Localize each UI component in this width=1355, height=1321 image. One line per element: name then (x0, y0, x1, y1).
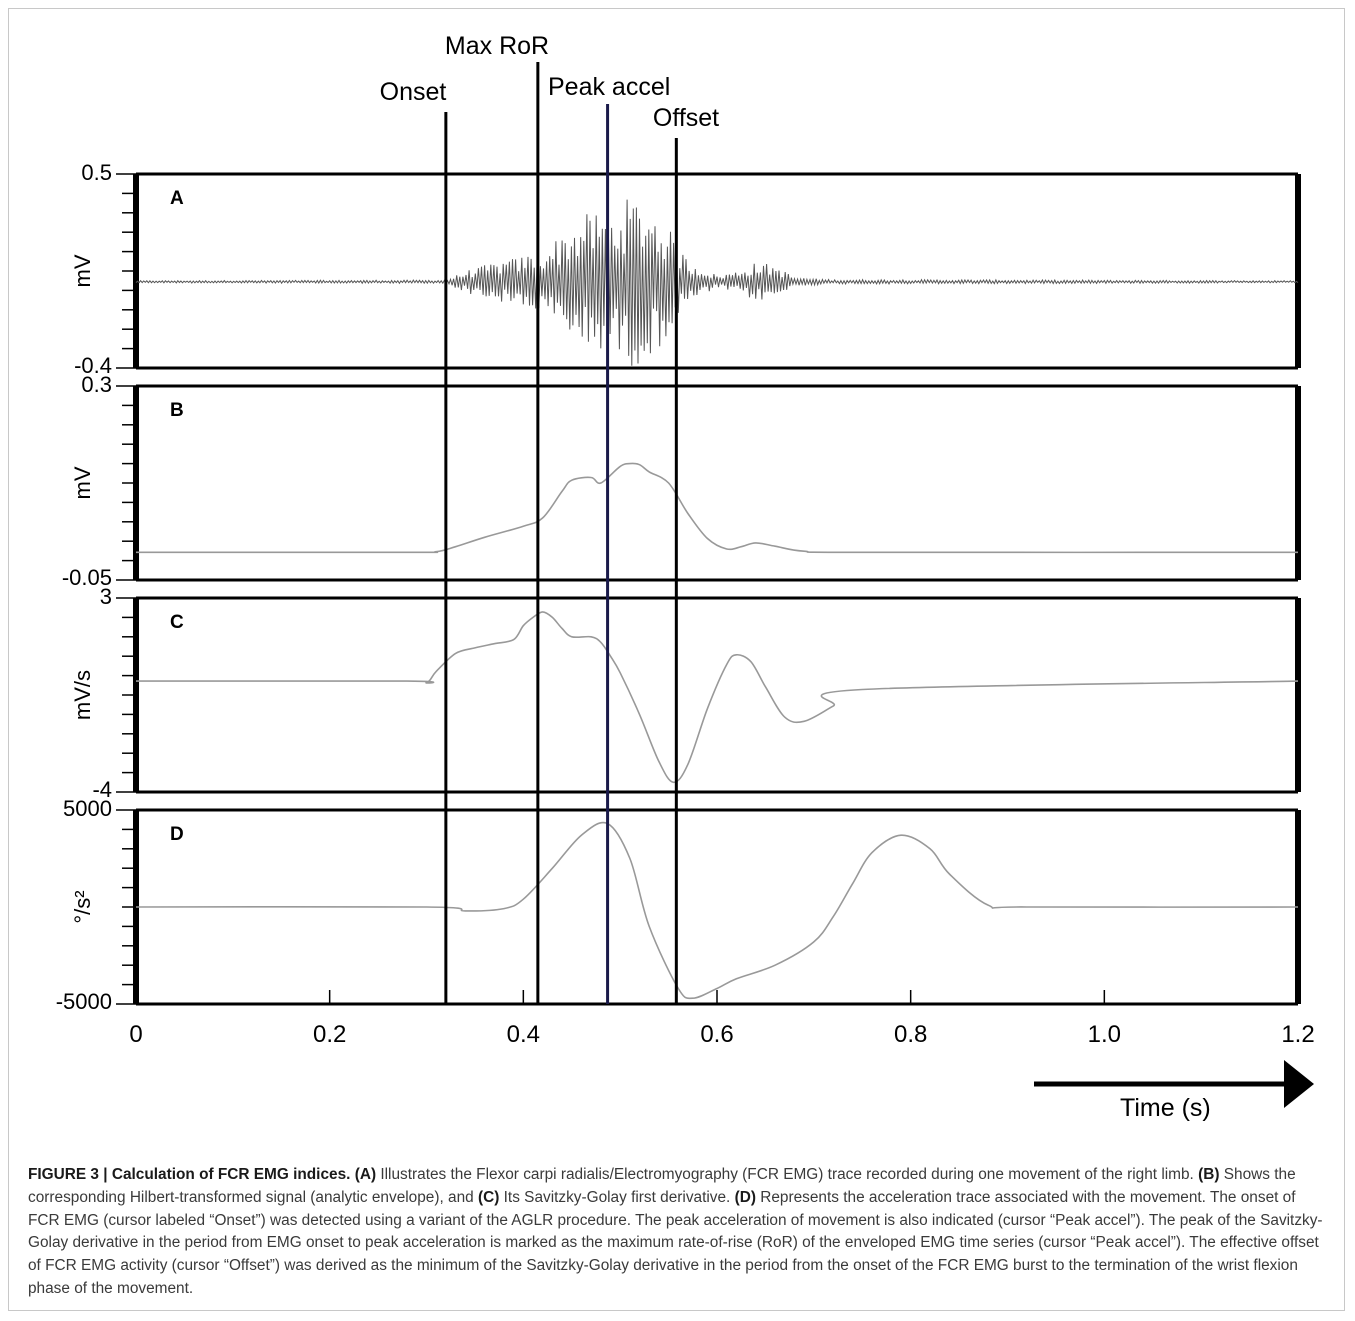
caption-tag-b: (B) (1198, 1166, 1220, 1183)
cursor-label: Onset (380, 78, 447, 106)
x-tick-label: 1.2 (1281, 1021, 1314, 1048)
y-axis-label: mV (70, 466, 95, 499)
y-max-label: 0.3 (81, 372, 112, 397)
x-tick-label: 0 (129, 1021, 142, 1048)
y-axis-label: mV (70, 254, 95, 287)
caption-text-a: Illustrates the Flexor carpi radialis/El… (380, 1166, 1194, 1183)
y-max-label: 0.5 (81, 160, 112, 185)
caption-tag-a: (A) (354, 1166, 377, 1183)
series-line-c (135, 611, 1299, 784)
caption-text-b: Shows the corresponding Hilbert-transfor… (28, 1166, 1296, 1206)
panel-a: 0.5 -0.4 mV A (70, 160, 1301, 378)
emg-figure-chart: 0.5 -0.4 mV A 0.3 -0.05 mV B 3 -4 mV/s C 5000 -5000 °/… (56, 32, 1315, 1122)
y-max-label: 5000 (63, 796, 112, 821)
cursor-label: Offset (653, 104, 719, 132)
x-axis-label: Time (s) (1120, 1094, 1211, 1122)
x-tick-label: 0.6 (700, 1021, 733, 1048)
caption-text-c: Its Savitzky-Golay first derivative. (503, 1188, 731, 1206)
y-min-label: -5000 (56, 989, 112, 1014)
panel-letter: D (170, 824, 184, 845)
series-line-b (135, 462, 1299, 554)
panel-letter: C (170, 612, 184, 633)
x-tick-label: 1.0 (1088, 1021, 1121, 1048)
cursor-label: Peak accel (548, 73, 670, 101)
cursor-label: Max RoR (445, 32, 549, 60)
series-line-a (135, 199, 1299, 366)
y-axis-label: mV/s (70, 670, 95, 720)
x-tick-label: 0.2 (313, 1021, 346, 1048)
panels-layer: 0.5 -0.4 mV A 0.3 -0.05 mV B 3 -4 mV/s C 5000 -5000 °/… (56, 160, 1301, 1014)
y-max-label: 3 (100, 584, 112, 609)
x-tick-label: 0.4 (507, 1021, 540, 1048)
caption-lead: FIGURE 3 | Calculation of FCR EMG indice… (28, 1166, 351, 1183)
figure-caption: FIGURE 3 | Calculation of FCR EMG indice… (28, 1164, 1330, 1301)
x-tick-label: 0.8 (894, 1021, 927, 1048)
caption-tag-d: (D) (734, 1188, 756, 1206)
panel-c: 3 -4 mV/s C (70, 584, 1301, 802)
panel-letter: B (170, 400, 184, 421)
panel-b: 0.3 -0.05 mV B (62, 372, 1301, 590)
y-min-label: -4 (92, 777, 112, 802)
series-line-d (135, 821, 1299, 1000)
caption-text-d: Represents the acceleration trace associ… (28, 1188, 1323, 1297)
y-min-label: -0.05 (62, 565, 112, 590)
figure-frame (8, 8, 1345, 1311)
y-axis-label: °/s² (70, 890, 95, 923)
cursor-layer: Onset Max RoR Peak accel Offset (380, 32, 719, 1004)
y-min-label: -0.4 (74, 353, 112, 378)
time-arrow-head (1284, 1060, 1314, 1108)
panel-letter: A (170, 188, 184, 209)
caption-tag-c: (C) (478, 1188, 500, 1206)
x-axis: 0 0.2 0.4 0.6 0.8 1.0 1.2 Time (s) (129, 990, 1315, 1122)
